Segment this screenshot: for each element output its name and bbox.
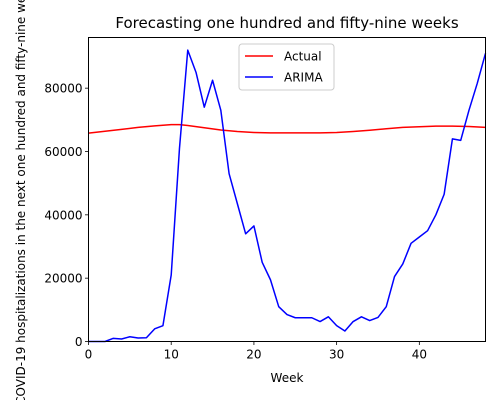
legend: Actual ARIMA xyxy=(238,43,335,91)
x-tick-label: 20 xyxy=(246,348,261,362)
legend-label-arima: ARIMA xyxy=(284,71,323,85)
legend-label-actual: Actual xyxy=(284,50,322,64)
x-tick-label: 40 xyxy=(412,348,427,362)
y-axis-label: COVID-19 hospitalizations in the next on… xyxy=(14,0,28,400)
x-axis: 0 10 20 30 40 xyxy=(85,341,427,362)
plot-lines xyxy=(88,49,487,343)
y-tick-label: 40000 xyxy=(44,208,82,222)
series-line-arima xyxy=(88,49,487,343)
y-tick-label: 60000 xyxy=(44,145,82,159)
x-tick-label: 30 xyxy=(329,348,344,362)
x-tick-label: 10 xyxy=(164,348,179,362)
series-line-actual xyxy=(88,123,486,134)
y-tick-label: 20000 xyxy=(44,272,82,286)
y-tick-label: 80000 xyxy=(44,82,82,96)
plot-frame xyxy=(88,37,486,342)
x-axis-label: Week xyxy=(271,371,304,385)
chart-title: Forecasting one hundred and fifty-nine w… xyxy=(115,14,458,32)
y-axis: 0 20000 40000 60000 80000 xyxy=(44,82,89,349)
y-tick-label: 0 xyxy=(75,335,83,349)
x-tick-label: 0 xyxy=(85,348,93,362)
